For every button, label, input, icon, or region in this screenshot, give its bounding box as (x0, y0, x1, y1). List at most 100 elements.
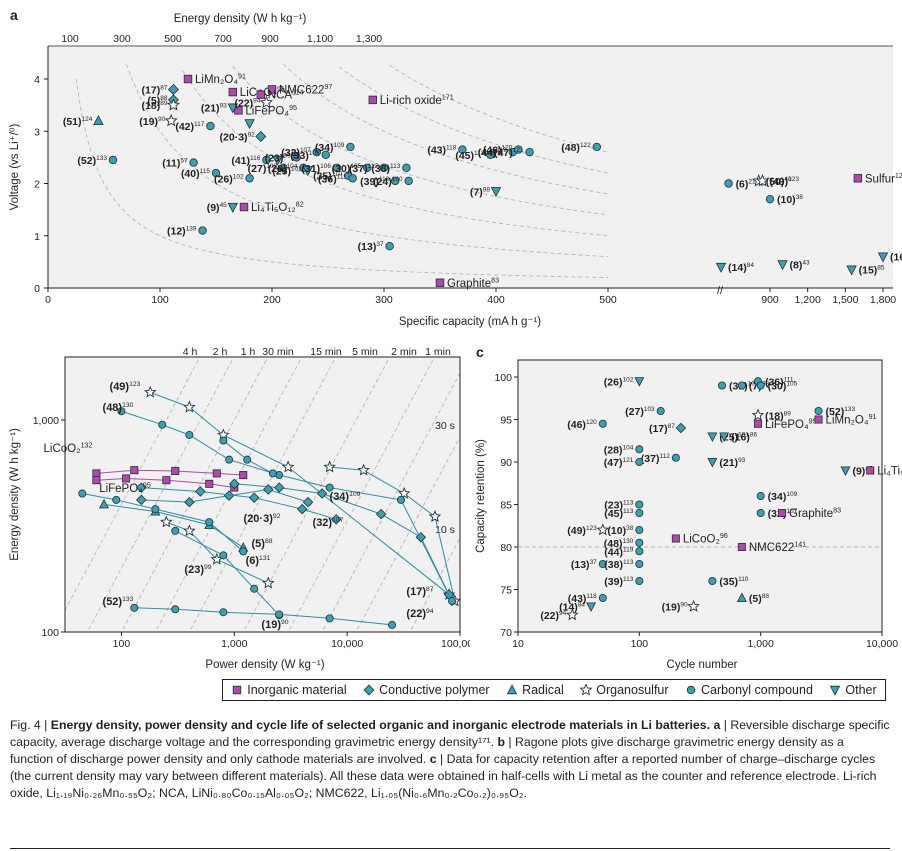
other-triangle (777, 260, 788, 271)
series-point-b (183, 524, 196, 537)
carbonyl-circle (598, 593, 607, 602)
series-label-b: (20·3)92 (244, 513, 281, 525)
point-c (635, 576, 644, 585)
point-c (736, 592, 747, 603)
series-point-b (296, 503, 308, 515)
plot-a-background (48, 46, 893, 288)
inorganic-square (92, 469, 101, 478)
point-a (525, 147, 534, 157)
organosulfur-star (755, 174, 770, 187)
carbonyl-circle (686, 685, 696, 695)
inorganic-square (162, 476, 171, 485)
carbonyl-circle (292, 153, 301, 162)
point-a (592, 142, 601, 152)
y-axis-title-c: Capacity retention (%) (475, 439, 487, 553)
iso-energy-curve (389, 64, 609, 153)
series-point-b (428, 510, 442, 522)
series-point-b (263, 484, 274, 495)
chart-a: a // 0 100 200 300 400 500 900 1,200 1,500 1,800 0 1 2… (9, 7, 902, 328)
carbonyl-circle (151, 505, 160, 514)
carbonyl-circle (717, 381, 726, 390)
point-c (737, 381, 746, 390)
point-a (379, 163, 389, 173)
point-a (312, 147, 321, 157)
inorganic-square (853, 174, 863, 183)
point-c (635, 445, 644, 454)
other-triangle (715, 262, 727, 273)
top-tick-label-a: 300 (113, 33, 131, 45)
y-tick-label-b: 100 (41, 627, 59, 639)
organosulfur-star (580, 684, 593, 696)
top-tick-label-a: 1,100 (307, 33, 333, 45)
series-point-b (92, 476, 101, 485)
legend: Inorganic material Conductive polymer Radi… (222, 679, 886, 701)
x-tick-label-b: 10,000 (331, 638, 363, 650)
inorganic-square (256, 90, 265, 99)
point-label-c: (30)105 (768, 381, 798, 393)
point-label-c: (38)113 (604, 559, 633, 571)
point-a (227, 103, 239, 114)
point-a (385, 241, 394, 251)
organosulfur-star (323, 460, 336, 473)
time-line (47, 355, 201, 642)
x-tick-label-a: 900 (761, 294, 779, 306)
radical-triangle (93, 114, 104, 125)
time-label: 15 min (310, 346, 342, 358)
series-point-b (136, 494, 147, 506)
point-c (707, 432, 718, 443)
time-line (149, 355, 303, 642)
carbonyl-circle (279, 163, 288, 173)
other-triangle (719, 432, 730, 443)
carbonyl-circle (325, 483, 334, 492)
polymer-diamond (273, 482, 285, 493)
point-label-a: Li-rich oxide171 (380, 94, 454, 107)
series-label-b: (17)87 (406, 586, 433, 598)
point-a (514, 145, 523, 154)
other-triangle (272, 155, 283, 166)
point-label-c: (36)111 (765, 376, 794, 388)
polymer-diamond (415, 531, 427, 543)
point-a (486, 150, 495, 159)
point-label-a: (7)98 (470, 186, 490, 198)
point-a (755, 174, 770, 187)
legend-item: Other (829, 683, 877, 697)
point-c (687, 599, 700, 612)
series-point-b (183, 400, 196, 413)
organosulfur-star (596, 523, 609, 536)
point-c (708, 576, 717, 585)
organosulfur-star (183, 524, 196, 537)
time-line (237, 355, 391, 642)
carbonyl-circle (514, 145, 523, 154)
polymer-diamond (375, 508, 387, 520)
series-label-b: (49)123 (110, 381, 141, 393)
carbonyl-circle (275, 610, 284, 619)
series-point-b (273, 482, 285, 493)
series-point-b (195, 486, 206, 497)
point-label-a: (39)113 (360, 176, 389, 188)
time-line (350, 417, 470, 642)
series-point-b (143, 385, 157, 398)
series-point-b (388, 620, 397, 629)
polymer-diamond (184, 496, 195, 508)
point-c (814, 415, 823, 424)
point-label-a: (51)124 (63, 116, 93, 128)
carbonyl-circle (756, 491, 765, 500)
series-point-b (375, 508, 387, 520)
point-a (402, 163, 411, 173)
star-legend-icon (580, 684, 593, 696)
x-tick-label-c: 100 (631, 638, 649, 650)
point-a (206, 121, 215, 131)
x-axis-title-b: Power density (W kg⁻¹) (205, 659, 324, 671)
point-label-a: (19)90 (139, 116, 165, 128)
point-label-a: (12)139 (167, 226, 197, 238)
point-label-c: (17)87 (649, 423, 675, 435)
carbonyl-circle (635, 500, 644, 509)
point-label-a: (31)106 (301, 163, 331, 175)
series-point-b (171, 526, 180, 535)
inorganic-square (171, 466, 180, 475)
point-label-a: Graphite83 (447, 276, 499, 289)
series-point-b (171, 605, 180, 614)
series-point-b (225, 455, 234, 464)
point-a (183, 74, 193, 84)
inorganic-square (205, 479, 214, 488)
